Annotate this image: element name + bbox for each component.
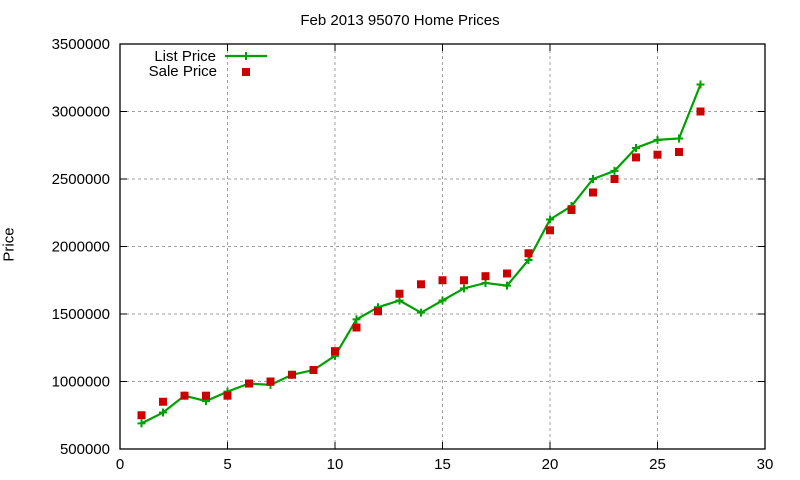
- sale-price-point: [202, 391, 210, 400]
- series-sale-price: [137, 107, 705, 420]
- legend-label-list-price: List Price: [154, 48, 216, 65]
- sale-price-point: [374, 307, 382, 316]
- sale-price-point: [331, 347, 339, 356]
- series-list-price: [137, 80, 705, 428]
- list-price-point: [610, 166, 619, 175]
- list-price-point: [417, 308, 425, 317]
- sale-price-point: [266, 377, 275, 386]
- chart-title: Feb 2013 95070 Home Prices: [300, 12, 500, 29]
- y-tick-label: 3000000: [52, 104, 110, 121]
- sale-price-point: [524, 249, 533, 258]
- legend-marker-sale-price: [242, 68, 250, 76]
- sale-price-point: [180, 391, 189, 400]
- list-price-point: [675, 134, 683, 143]
- sale-price-point: [245, 379, 253, 388]
- list-price-point: [546, 215, 554, 224]
- x-axis-ticks: 0 5 10 15 20 25 30: [116, 44, 774, 473]
- list-price-point: [395, 296, 404, 305]
- x-tick-label: 5: [223, 456, 231, 473]
- sale-price-point: [632, 153, 640, 162]
- list-price-point: [352, 315, 361, 324]
- sale-price-point: [675, 148, 683, 156]
- list-price-point: [653, 135, 662, 144]
- sale-price-point: [460, 276, 468, 285]
- x-tick-label: 25: [649, 456, 666, 473]
- x-tick-label: 0: [116, 456, 124, 473]
- x-tick-label: 15: [434, 456, 451, 473]
- list-price-point: [503, 281, 511, 290]
- list-price-point: [137, 419, 146, 428]
- y-tick-label: 3500000: [52, 36, 110, 53]
- sale-price-point: [438, 276, 447, 285]
- list-price-point: [481, 278, 490, 287]
- sale-price-point: [288, 370, 296, 379]
- sale-price-point: [137, 411, 146, 420]
- y-tick-label: 1500000: [52, 306, 110, 323]
- y-tick-label: 2500000: [52, 171, 110, 188]
- list-price-point: [460, 284, 468, 293]
- list-price-line: [141, 84, 702, 425]
- sale-price-point: [395, 289, 404, 298]
- list-price-point: [632, 143, 640, 152]
- sale-price-point: [653, 150, 662, 159]
- sale-price-point: [546, 226, 554, 235]
- sale-price-point: [503, 269, 511, 278]
- x-tick-label: 10: [327, 456, 344, 473]
- sale-price-point: [417, 280, 425, 289]
- sale-price-point: [696, 107, 705, 116]
- list-price-point: [159, 408, 167, 417]
- y-tick-label: 2000000: [52, 239, 110, 256]
- list-price-point: [524, 256, 533, 264]
- sale-price-point: [610, 175, 619, 183]
- sale-price-point: [589, 188, 597, 197]
- legend-label-sale-price: Sale Price: [149, 63, 217, 80]
- list-price-point: [438, 296, 447, 305]
- list-price-point: [589, 175, 597, 183]
- sale-price-point: [309, 366, 318, 375]
- sale-price-point: [481, 272, 490, 281]
- x-tick-label: 30: [757, 456, 774, 473]
- y-tick-label: 500000: [60, 441, 110, 458]
- grid-lines: [120, 44, 765, 449]
- list-price-point: [696, 80, 705, 89]
- sale-price-point: [159, 397, 167, 406]
- sale-price-point: [352, 323, 361, 332]
- sale-price-point: [567, 206, 576, 215]
- y-tick-label: 1000000: [52, 374, 110, 391]
- y-axis-ticks: 500000 1000000 1500000 2000000 2500000 300000…: [52, 36, 765, 458]
- x-tick-label: 20: [542, 456, 559, 473]
- sale-price-point: [223, 391, 232, 400]
